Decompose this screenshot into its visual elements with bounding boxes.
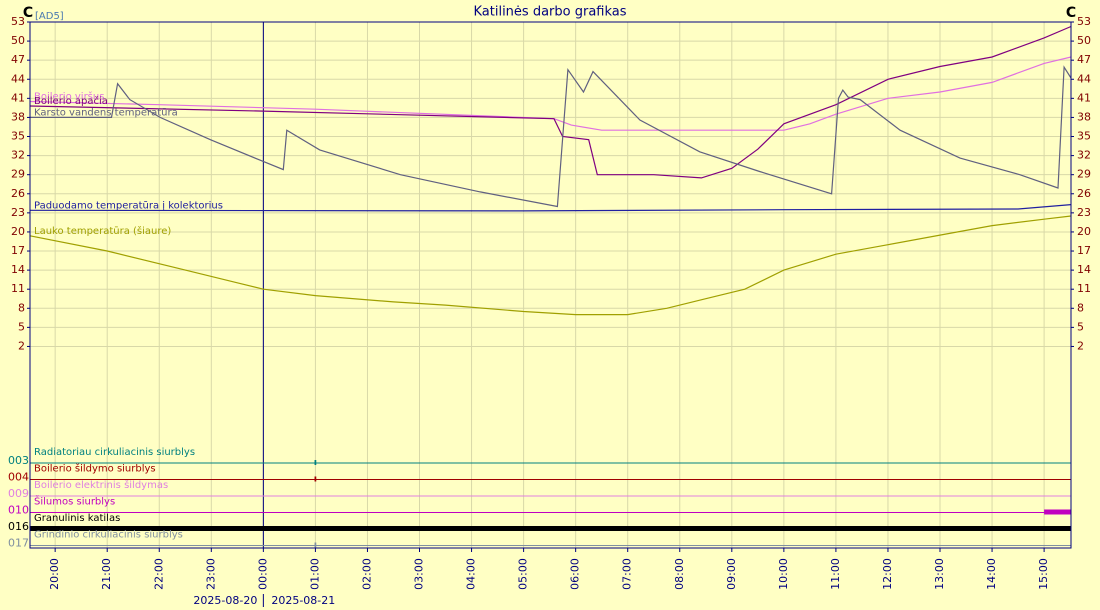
channel-on xyxy=(314,476,317,482)
x-tick-label: 03:00 xyxy=(413,558,426,590)
channel-name: Grindinio cirkuliacinis siurblys xyxy=(34,530,183,541)
y-tick-label: 29 xyxy=(11,168,25,181)
y2-tick-label: 50 xyxy=(1077,34,1091,47)
x-tick-label: 06:00 xyxy=(569,558,582,590)
y2-tick-label: 26 xyxy=(1077,187,1091,200)
x-tick-label: 14:00 xyxy=(985,558,998,590)
x-tick-label: 09:00 xyxy=(725,558,738,590)
y2-tick-label: 38 xyxy=(1077,110,1091,123)
channel-name: Granulinis katilas xyxy=(34,513,120,524)
grid: 53 53 50 50 47 47 44 44 41 41 38 38 35 35 32 32 29 29 26 26… xyxy=(11,15,1091,607)
y2-tick-label: 35 xyxy=(1077,130,1091,143)
y2-tick-label: 44 xyxy=(1077,72,1091,85)
y2-tick-label: 14 xyxy=(1077,263,1091,276)
y-tick-label: 23 xyxy=(11,206,25,219)
x-tick-label: 15:00 xyxy=(1037,558,1050,590)
series-line xyxy=(29,215,1072,316)
y2-tick-label: 23 xyxy=(1077,206,1091,219)
y2-tick-label: 41 xyxy=(1077,91,1091,104)
channel-name: Radiatoriau cirkuliacinis siurblys xyxy=(34,447,195,458)
y-tick-label: 41 xyxy=(11,91,25,104)
y2-tick-label: 47 xyxy=(1077,53,1091,66)
series-line xyxy=(29,25,1072,179)
channel-on xyxy=(30,526,1071,531)
y-tick-label: 20 xyxy=(11,225,25,238)
channel-code: 009 xyxy=(8,487,29,500)
series-line xyxy=(29,204,1072,212)
y2-tick-label: 32 xyxy=(1077,149,1091,162)
series-label: Lauko temperatūra (šiaure) xyxy=(34,225,171,237)
y-tick-label: 38 xyxy=(11,110,25,123)
y2-tick-label: 20 xyxy=(1077,225,1091,238)
channel-name: Boilerio šildymo siurblys xyxy=(34,463,156,475)
x-tick-label: 00:00 xyxy=(256,558,269,590)
series-label: Boilerio viršus xyxy=(34,91,104,103)
x-tick-label: 13:00 xyxy=(933,558,946,590)
channel-code: 004 xyxy=(8,471,29,484)
plot-frame xyxy=(29,21,1072,549)
channel-on xyxy=(314,542,317,548)
x-tick-label: 02:00 xyxy=(360,558,373,590)
x-tick-label: 04:00 xyxy=(465,558,478,590)
x-tick-label: 21:00 xyxy=(100,558,113,590)
y-tick-label: 26 xyxy=(11,187,25,200)
channel-name: Boilerio elektrinis šildymas xyxy=(34,479,168,491)
series-label: Karsto vandens temperatūra xyxy=(34,107,178,118)
x-tick-label: 22:00 xyxy=(152,558,165,590)
x-tick-label: 10:00 xyxy=(777,558,790,590)
x-tick-label: 11:00 xyxy=(829,558,842,590)
y2-tick-label: 29 xyxy=(1077,168,1091,181)
channel-code: 017 xyxy=(8,537,29,550)
x-tick-label: 05:00 xyxy=(517,558,530,590)
x-tick-label: 01:00 xyxy=(308,558,321,590)
y-tick-label: 11 xyxy=(11,282,25,295)
y-tick-label: 32 xyxy=(11,149,25,162)
y-tick-label: 53 xyxy=(11,15,25,28)
y-tick-label: 47 xyxy=(11,53,25,66)
y2-tick-label: 53 xyxy=(1077,15,1091,28)
y-tick-label: 14 xyxy=(11,263,25,276)
channel-on xyxy=(314,460,317,465)
channel-name: Šilumos siurblys xyxy=(34,495,115,508)
channel-on xyxy=(1044,509,1071,515)
y2-tick-label: 17 xyxy=(1077,244,1091,257)
source-tag: [AD5] xyxy=(35,11,64,22)
series-line xyxy=(30,65,1072,208)
date-label: 2025-08-21 xyxy=(271,594,335,607)
y-tick-label: 50 xyxy=(11,34,25,47)
y2-tick-label: 5 xyxy=(1077,320,1084,333)
y-tick-label: 8 xyxy=(18,301,25,314)
x-tick-label: 23:00 xyxy=(204,558,217,590)
x-tick-label: 12:00 xyxy=(881,558,894,590)
x-tick-label: 07:00 xyxy=(621,558,634,590)
y2-tick-label: 2 xyxy=(1077,339,1084,352)
channel-code: 003 xyxy=(8,454,29,467)
y2-tick-label: 11 xyxy=(1077,282,1091,295)
x-tick-label: 20:00 xyxy=(48,558,61,590)
y-tick-label: 17 xyxy=(11,244,25,257)
y-tick-label: 35 xyxy=(11,130,25,143)
channel-code: 010 xyxy=(8,504,29,517)
unit-left: C xyxy=(23,5,33,21)
unit-right: C xyxy=(1066,5,1076,21)
chart-title: Katilinės darbo grafikas xyxy=(473,5,626,20)
y-tick-label: 2 xyxy=(18,339,25,352)
channel-code: 016 xyxy=(8,520,29,533)
x-tick-label: 08:00 xyxy=(673,558,686,590)
y2-tick-label: 8 xyxy=(1077,301,1084,314)
series-label: Paduodamo temperatūra į kolektorius xyxy=(34,200,223,211)
y-tick-label: 5 xyxy=(18,320,25,333)
series-label: Boilerio apačia xyxy=(34,95,108,107)
date-label: 2025-08-20 xyxy=(193,594,257,607)
series-line xyxy=(29,56,1072,131)
y-tick-label: 44 xyxy=(11,72,25,85)
